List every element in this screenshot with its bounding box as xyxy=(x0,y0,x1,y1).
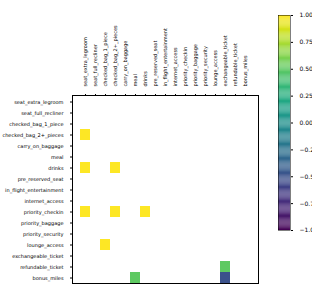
svg-text:0.75: 0.75 xyxy=(300,38,312,45)
svg-text:meal: meal xyxy=(51,154,63,160)
svg-text:bonus_miles: bonus_miles xyxy=(242,55,249,86)
svg-text:priority_security: priority_security xyxy=(202,46,209,87)
svg-text:seat_full_recliner: seat_full_recliner xyxy=(21,110,64,117)
svg-text:priority_baggage: priority_baggage xyxy=(192,44,199,86)
svg-text:internet_access: internet_access xyxy=(172,47,179,87)
svg-text:meal: meal xyxy=(132,74,138,86)
svg-text:priority_checkin: priority_checkin xyxy=(182,47,189,87)
svg-text:seat_extra_legroom: seat_extra_legroom xyxy=(14,99,63,106)
svg-text:−0.25: −0.25 xyxy=(300,146,312,153)
svg-text:in_flight_entertainment: in_flight_entertainment xyxy=(5,187,63,194)
svg-text:refundable_ticket: refundable_ticket xyxy=(232,43,239,86)
svg-text:0.50: 0.50 xyxy=(300,65,312,72)
svg-text:drinks: drinks xyxy=(142,71,148,87)
svg-text:−0.50: −0.50 xyxy=(300,173,312,180)
svg-text:−0.75: −0.75 xyxy=(300,200,312,207)
svg-text:internet_access: internet_access xyxy=(24,198,64,205)
svg-text:pre_reserved_seat: pre_reserved_seat xyxy=(18,176,64,183)
svg-text:seat_extra_legroom: seat_extra_legroom xyxy=(82,37,89,86)
svg-text:lounge_access: lounge_access xyxy=(27,242,64,249)
svg-text:pre_reserved_seat: pre_reserved_seat xyxy=(152,41,159,87)
svg-text:carry_on_baggage: carry_on_baggage xyxy=(122,41,129,87)
svg-text:0.25: 0.25 xyxy=(300,92,312,99)
svg-text:drinks: drinks xyxy=(48,165,64,171)
svg-text:checked_bag_2+_pieces: checked_bag_2+_pieces xyxy=(112,25,119,86)
svg-text:priority_baggage: priority_baggage xyxy=(21,220,63,227)
svg-text:1.00: 1.00 xyxy=(300,11,312,18)
svg-text:lounge_access: lounge_access xyxy=(212,50,219,87)
svg-text:exchangeable_ticket: exchangeable_ticket xyxy=(222,35,229,86)
svg-text:priority_security: priority_security xyxy=(23,231,64,238)
svg-text:checked_bag_1_piece: checked_bag_1_piece xyxy=(9,121,63,128)
svg-text:checked_bag_1_piece: checked_bag_1_piece xyxy=(102,32,109,86)
svg-text:refundable_ticket: refundable_ticket xyxy=(20,264,63,271)
svg-text:seat_full_recliner: seat_full_recliner xyxy=(92,43,99,86)
svg-text:−1.00: −1.00 xyxy=(300,226,312,233)
svg-text:bonus_miles: bonus_miles xyxy=(32,275,63,282)
svg-text:checked_bag_2+_pieces: checked_bag_2+_pieces xyxy=(2,132,63,139)
svg-text:0.00: 0.00 xyxy=(300,119,312,126)
svg-text:carry_on_baggage: carry_on_baggage xyxy=(18,143,64,150)
svg-text:exchangeable_ticket: exchangeable_ticket xyxy=(12,253,63,260)
svg-text:priority_checkin: priority_checkin xyxy=(24,209,64,216)
svg-text:in_flight_entertainment: in_flight_entertainment xyxy=(162,28,169,86)
